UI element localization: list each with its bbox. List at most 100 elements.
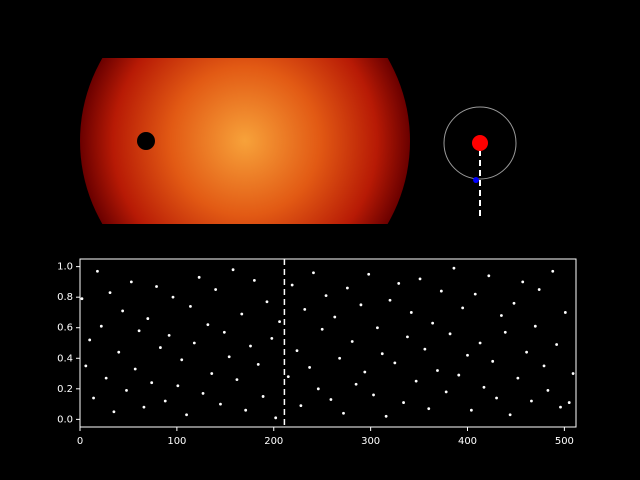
point [461, 306, 465, 310]
point [439, 289, 443, 293]
point [125, 388, 128, 392]
x-tick-label: 500 [555, 436, 574, 447]
point [92, 396, 95, 400]
point [555, 343, 559, 346]
point [363, 370, 367, 374]
point [491, 359, 495, 363]
y-tick-label: 1.0 [57, 262, 73, 273]
point [436, 369, 439, 372]
star-panel [80, 58, 410, 224]
point [80, 297, 84, 301]
y-tick-label: 0.8 [57, 292, 73, 303]
point [397, 282, 401, 285]
point [551, 269, 555, 273]
y-tick-label: 0.0 [57, 414, 73, 425]
point [88, 338, 92, 342]
point [299, 404, 303, 408]
point [388, 298, 392, 302]
point [482, 385, 486, 389]
axes-frame [79, 258, 577, 428]
point [163, 399, 167, 403]
point [146, 317, 150, 320]
point [516, 376, 520, 380]
point [240, 312, 244, 316]
point [500, 314, 503, 317]
point [571, 372, 575, 375]
point [530, 399, 533, 403]
point [312, 271, 315, 275]
point [418, 277, 422, 281]
point [466, 353, 469, 357]
point [176, 384, 180, 388]
point [452, 266, 456, 270]
point [567, 401, 571, 404]
point [359, 303, 363, 307]
point [274, 416, 278, 420]
point [473, 292, 477, 296]
point [333, 315, 337, 319]
point [308, 366, 311, 369]
point [367, 272, 371, 276]
point [104, 376, 108, 380]
point [180, 358, 184, 362]
point [431, 321, 435, 325]
point [316, 387, 320, 391]
point [278, 320, 281, 324]
point [99, 324, 103, 328]
point [559, 405, 562, 409]
x-tick-label: 400 [458, 436, 477, 447]
point [457, 373, 461, 377]
point [342, 411, 345, 415]
point [508, 413, 512, 417]
point [155, 285, 158, 288]
point [329, 398, 333, 401]
y-tick-label: 0.2 [57, 384, 73, 395]
point [112, 410, 116, 414]
point [171, 295, 175, 299]
point [444, 390, 448, 394]
y-tick-label: 0.6 [57, 323, 73, 334]
point [197, 275, 201, 279]
orbit-star [472, 135, 488, 151]
point [487, 274, 491, 278]
planet [137, 132, 155, 150]
scatter-plot: 0 100 200 300 400 500 0.0 0.2 0.4 0.6 0.8 1.0 [57, 258, 577, 447]
point [402, 401, 405, 404]
point [185, 413, 188, 417]
point [201, 392, 205, 395]
point [261, 395, 265, 398]
point [303, 308, 307, 311]
point [384, 414, 388, 418]
point [478, 341, 482, 345]
point [546, 388, 550, 392]
point [427, 407, 431, 411]
point [235, 378, 239, 382]
point [189, 304, 192, 308]
point [406, 335, 409, 339]
point [286, 375, 290, 378]
x-tick-label: 200 [264, 436, 283, 447]
point [206, 323, 210, 327]
point [414, 379, 418, 383]
point [214, 288, 218, 291]
point [159, 346, 162, 349]
orbit [443, 106, 517, 180]
point [512, 301, 516, 305]
point [192, 341, 196, 345]
point [133, 367, 137, 371]
point [244, 408, 248, 412]
point [495, 396, 498, 400]
x-tick-label: 300 [361, 436, 380, 447]
point [503, 330, 507, 334]
point [345, 286, 349, 290]
point [448, 332, 452, 336]
point [249, 344, 252, 348]
point [210, 372, 214, 375]
point [295, 349, 299, 353]
point [290, 283, 294, 287]
point [121, 309, 125, 313]
point [167, 333, 171, 337]
y-tick-label: 0.4 [57, 353, 73, 364]
point [376, 326, 379, 330]
point [380, 352, 384, 356]
